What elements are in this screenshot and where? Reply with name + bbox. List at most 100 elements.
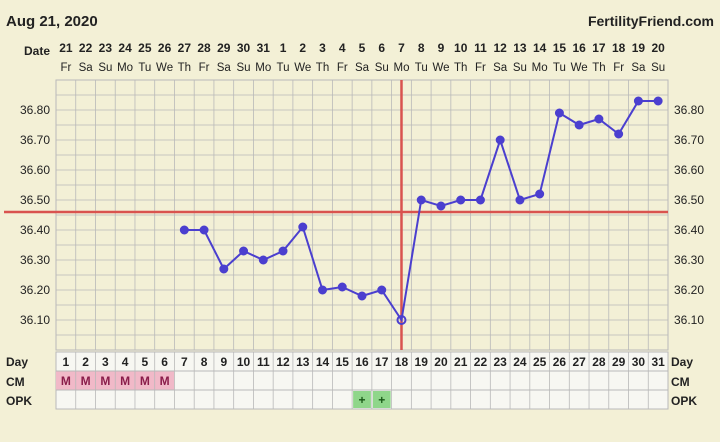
date-label: 14 (533, 41, 547, 55)
cycle-day-label: 15 (336, 355, 350, 369)
date-label: 16 (572, 41, 586, 55)
cycle-day-label: 1 (63, 355, 70, 369)
date-label: 17 (592, 41, 606, 55)
y-tick-label-right: 36.80 (674, 103, 704, 117)
cycle-day-label: 22 (474, 355, 488, 369)
date-label: 12 (494, 41, 508, 55)
cm-row-label-right: CM (671, 375, 690, 389)
cm-marker: M (61, 374, 71, 388)
cm-cell-fill (95, 371, 116, 390)
cycle-day-label: 31 (651, 355, 665, 369)
temperature-point (298, 222, 308, 232)
date-label: 28 (197, 41, 211, 55)
date-label: 6 (378, 41, 385, 55)
temperature-line (184, 100, 659, 323)
cm-marker: M (120, 374, 130, 388)
date-label: 20 (651, 41, 665, 55)
opk-cell-fill (353, 391, 371, 408)
date-label: 3 (319, 41, 326, 55)
temperature-point (318, 285, 328, 295)
date-label: 7 (398, 41, 405, 55)
y-tick-label-left: 36.60 (20, 163, 50, 177)
temperature-point (574, 120, 584, 130)
date-header: 21 22 23 24 25 26 27 28 29 30 31 1 2 3 4 5 6 7 8 9 10 11 12 13 1… (59, 41, 665, 74)
weekday-label: Sa (79, 62, 94, 74)
opk-marker: + (378, 393, 385, 407)
weekday-label: Fr (199, 62, 210, 74)
temperature-point (495, 135, 505, 145)
date-label: 10 (454, 41, 468, 55)
chart-date: Aug 21, 2020 (6, 13, 98, 30)
temperature-point (219, 264, 229, 274)
cycle-day-label: 23 (494, 355, 508, 369)
weekday-label: We (571, 62, 588, 74)
date-label: 22 (79, 41, 93, 55)
cycle-day-label: 26 (553, 355, 567, 369)
day-row-label: Day (6, 355, 28, 369)
weekday-label: Su (651, 62, 665, 74)
date-label: 2 (299, 41, 306, 55)
temperature-point (416, 195, 426, 205)
cycle-day-label: 14 (316, 355, 330, 369)
cm-marker: M (160, 374, 170, 388)
y-tick-label-left: 36.70 (20, 133, 50, 147)
cm-cell-fill (75, 371, 96, 390)
weekday-label: Sa (631, 62, 646, 74)
temperature-point (357, 291, 367, 301)
date-label: 21 (59, 41, 73, 55)
date-label: 9 (438, 41, 445, 55)
cycle-day-label: 8 (201, 355, 208, 369)
y-tick-label-left: 36.50 (20, 193, 50, 207)
opk-cell-fill (372, 391, 391, 408)
temperature-point (653, 96, 663, 106)
cm-marker: M (100, 374, 110, 388)
cm-marker: M (81, 374, 91, 388)
cycle-day-label: 16 (355, 355, 369, 369)
y-tick-label-left: 36.30 (20, 253, 50, 267)
weekday-label: Mo (255, 62, 271, 74)
date-label: 24 (118, 41, 132, 55)
cm-cell-fill (56, 371, 76, 390)
y-tick-label-right: 36.30 (674, 253, 704, 267)
cm-cell-fill (154, 371, 175, 390)
date-label: 30 (237, 41, 251, 55)
temperature-point (239, 246, 249, 256)
weekday-label: Mo (532, 62, 548, 74)
temperature-point (337, 282, 347, 292)
y-tick-label-right: 36.70 (674, 133, 704, 147)
cycle-day-label: 19 (415, 355, 429, 369)
weekday-label: Fr (613, 62, 624, 74)
opk-marker: + (358, 393, 365, 407)
weekday-label: Mo (393, 62, 409, 74)
weekday-label: Tu (415, 62, 428, 74)
cm-cell-fill (134, 371, 155, 390)
date-label: 4 (339, 41, 346, 55)
weekday-label: Sa (217, 62, 232, 74)
weekday-label: Mo (117, 62, 133, 74)
reference-lines (4, 80, 668, 350)
date-label: 5 (359, 41, 366, 55)
cycle-day-label: 6 (161, 355, 168, 369)
cycle-day-label: 7 (181, 355, 188, 369)
cycle-day-label: 25 (533, 355, 547, 369)
date-label: 19 (632, 41, 646, 55)
cycle-day-label: 11 (257, 355, 270, 369)
weekday-label: Fr (337, 62, 348, 74)
y-tick-label-left: 36.20 (20, 283, 50, 297)
y-tick-label-right: 36.50 (674, 193, 704, 207)
cycle-day-label: 17 (375, 355, 389, 369)
weekday-label: Th (592, 62, 605, 74)
temperature-point (614, 129, 624, 139)
weekday-label: Th (454, 62, 467, 74)
date-label: 31 (257, 41, 271, 55)
cycle-day-label: 29 (612, 355, 626, 369)
date-row-label: Date (24, 44, 50, 58)
weekday-label: Tu (277, 62, 290, 74)
weekday-label: Th (178, 62, 191, 74)
y-tick-label-right: 36.40 (674, 223, 704, 237)
cycle-day-label: 20 (434, 355, 448, 369)
cycle-day-label: 30 (632, 355, 646, 369)
cm-row-label: CM (6, 375, 25, 389)
y-tick-label-right: 36.10 (674, 313, 704, 327)
grid (55, 79, 669, 351)
